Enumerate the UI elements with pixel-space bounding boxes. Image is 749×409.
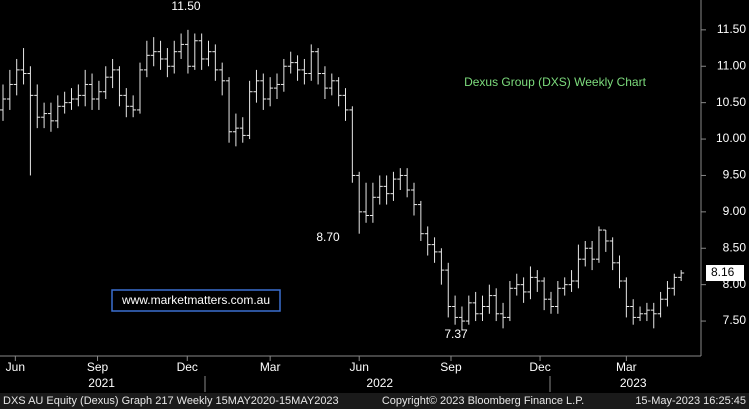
x-tick-label: Mar [260,360,281,374]
x-tick-label: Jun [6,360,25,374]
y-tick-label: 9.50 [723,168,747,182]
footer-right: 15-May-2023 16:25:45 [635,395,746,407]
y-tick-label: 10.50 [716,95,746,109]
x-tick-label: Jun [350,360,369,374]
footer-left: DXS AU Equity (Dexus) Graph 217 Weekly 1… [3,395,339,407]
x-tick-label: Dec [529,360,550,374]
y-tick-label: 9.00 [723,204,747,218]
year-label: 2021 [88,376,115,390]
last-price-label: 8.16 [711,265,735,279]
y-tick-label: 11.00 [717,58,746,72]
y-tick-label: 7.50 [723,313,747,327]
year-label: 2023 [620,376,647,390]
annotation: 11.50 [171,0,200,13]
year-label: 2022 [366,376,393,390]
footer-center: Copyright© 2023 Bloomberg Finance L.P. [382,395,584,407]
watermark-box [111,289,281,312]
x-tick-label: Sep [87,360,109,374]
watermark: www.marketmatters.com.au [121,293,270,307]
x-tick-label: Dec [177,360,198,374]
footer-bar [0,393,749,409]
last-price-box [706,265,744,282]
chart-title: Dexus Group (DXS) Weekly Chart [464,75,647,89]
y-tick-label: 11.50 [717,22,746,36]
annotation: 7.37 [444,327,468,341]
y-tick-label: 10.00 [716,131,746,145]
x-tick-label: Mar [616,360,637,374]
annotation: 8.70 [316,230,340,244]
y-tick-label: 8.50 [723,240,747,254]
x-tick-label: Sep [440,360,462,374]
